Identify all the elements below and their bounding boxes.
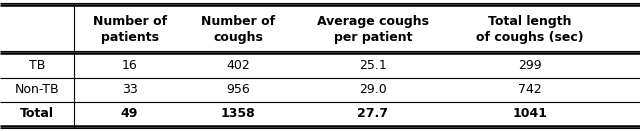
Text: 49: 49 <box>121 107 138 120</box>
Text: Number of
coughs: Number of coughs <box>202 15 275 44</box>
Text: 27.7: 27.7 <box>357 107 388 120</box>
Text: 1041: 1041 <box>512 107 547 120</box>
Text: 1358: 1358 <box>221 107 256 120</box>
Text: Total: Total <box>20 107 54 120</box>
Text: Total length
of coughs (sec): Total length of coughs (sec) <box>476 15 584 44</box>
Text: 16: 16 <box>122 59 138 72</box>
Text: 33: 33 <box>122 83 138 96</box>
Text: 25.1: 25.1 <box>359 59 387 72</box>
Text: 402: 402 <box>227 59 250 72</box>
Text: Average coughs
per patient: Average coughs per patient <box>317 15 429 44</box>
Text: 29.0: 29.0 <box>359 83 387 96</box>
Text: 956: 956 <box>227 83 250 96</box>
Text: 299: 299 <box>518 59 541 72</box>
Text: Non-TB: Non-TB <box>15 83 59 96</box>
Text: Number of
patients: Number of patients <box>93 15 166 44</box>
Text: TB: TB <box>29 59 45 72</box>
Text: 742: 742 <box>518 83 541 96</box>
